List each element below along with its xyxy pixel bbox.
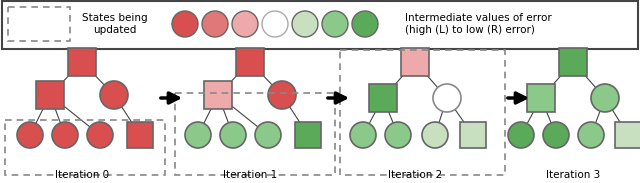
Ellipse shape [591, 84, 619, 112]
Ellipse shape [100, 81, 128, 109]
FancyBboxPatch shape [369, 84, 397, 112]
Ellipse shape [232, 11, 258, 37]
Ellipse shape [202, 11, 228, 37]
FancyBboxPatch shape [127, 122, 153, 148]
FancyBboxPatch shape [36, 81, 64, 109]
Ellipse shape [543, 122, 569, 148]
FancyBboxPatch shape [527, 84, 555, 112]
FancyBboxPatch shape [615, 122, 640, 148]
Ellipse shape [292, 11, 318, 37]
Ellipse shape [262, 11, 288, 37]
FancyBboxPatch shape [236, 48, 264, 76]
Ellipse shape [87, 122, 113, 148]
Text: States being
updated: States being updated [82, 13, 148, 35]
Ellipse shape [433, 84, 461, 112]
Ellipse shape [422, 122, 448, 148]
Text: Iteration 0: Iteration 0 [55, 170, 109, 180]
Ellipse shape [255, 122, 281, 148]
Ellipse shape [350, 122, 376, 148]
FancyBboxPatch shape [204, 81, 232, 109]
Text: Iteration 1: Iteration 1 [223, 170, 277, 180]
Ellipse shape [220, 122, 246, 148]
FancyBboxPatch shape [401, 48, 429, 76]
Ellipse shape [385, 122, 411, 148]
Ellipse shape [322, 11, 348, 37]
Ellipse shape [17, 122, 43, 148]
Text: Iteration 3: Iteration 3 [546, 170, 600, 180]
FancyBboxPatch shape [460, 122, 486, 148]
Ellipse shape [172, 11, 198, 37]
Ellipse shape [352, 11, 378, 37]
Text: Intermediate values of error
(high (L) to low (R) error): Intermediate values of error (high (L) t… [405, 13, 552, 35]
Text: Iteration 2: Iteration 2 [388, 170, 442, 180]
Ellipse shape [508, 122, 534, 148]
FancyBboxPatch shape [68, 48, 96, 76]
Ellipse shape [52, 122, 78, 148]
Ellipse shape [185, 122, 211, 148]
FancyBboxPatch shape [8, 7, 70, 41]
Ellipse shape [578, 122, 604, 148]
FancyBboxPatch shape [295, 122, 321, 148]
FancyBboxPatch shape [559, 48, 587, 76]
FancyBboxPatch shape [2, 1, 638, 49]
Ellipse shape [268, 81, 296, 109]
